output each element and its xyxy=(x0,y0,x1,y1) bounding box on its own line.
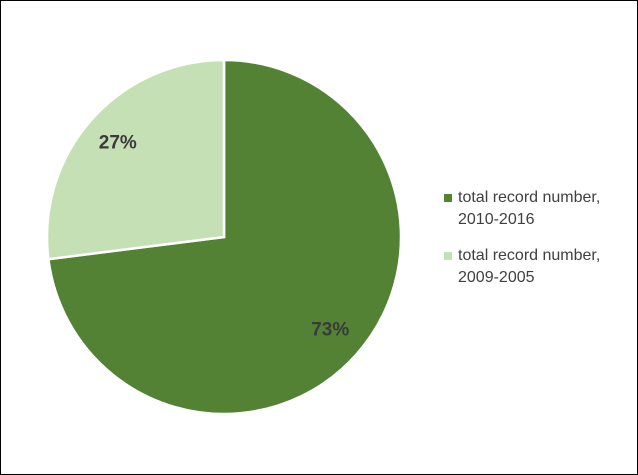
legend-entry: total record number, 2010-2016 xyxy=(444,187,637,231)
data-label: 27% xyxy=(99,132,137,153)
legend-label: total record number, 2010-2016 xyxy=(458,189,601,228)
legend-entry: total record number, 2009-2005 xyxy=(444,245,637,289)
legend-swatch xyxy=(444,252,452,260)
legend-swatch xyxy=(444,194,452,202)
pie-slice xyxy=(45,58,226,261)
data-label: 73% xyxy=(311,320,349,341)
legend-label: total record number, 2009-2005 xyxy=(458,247,601,286)
